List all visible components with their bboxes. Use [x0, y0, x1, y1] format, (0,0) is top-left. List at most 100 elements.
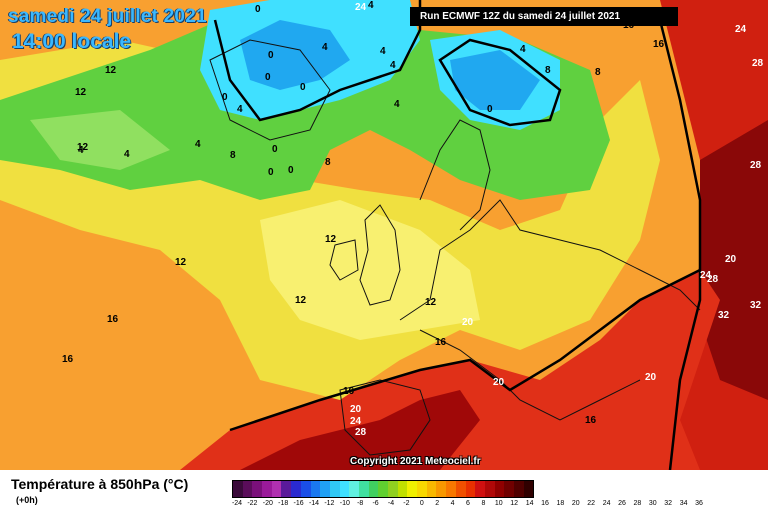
forecast-time: 14:00 locale: [12, 30, 132, 53]
contour-label: 12: [175, 257, 187, 268]
scale-label: -2: [403, 500, 410, 507]
scale-swatch: [455, 481, 466, 497]
contour-label: 0: [300, 82, 306, 93]
contour-label: 4: [78, 145, 84, 156]
scale-swatch: [494, 481, 505, 497]
contour-label: 0: [288, 165, 294, 176]
scale-swatch: [426, 481, 437, 497]
contour-label: 12: [105, 65, 117, 76]
lead-time: (+0h): [16, 495, 38, 505]
scale-label: -22: [247, 500, 258, 507]
scale-swatch: [446, 481, 456, 497]
field-lightgreen: [30, 110, 170, 170]
scale-swatch: [262, 481, 272, 497]
contour-label: 16: [343, 386, 355, 397]
coastline-uk: [359, 204, 401, 306]
contour-label: 0: [268, 50, 274, 61]
scale-label: 20: [571, 500, 580, 507]
scale-swatch: [378, 481, 388, 497]
scale-label: -20: [262, 500, 273, 507]
scale-swatch: [310, 481, 321, 497]
scale-swatch: [397, 481, 408, 497]
field-blue-north: [240, 20, 350, 90]
field-darkred-south: [240, 390, 480, 470]
scale-label: 30: [648, 500, 657, 507]
contour-label: 28: [355, 427, 367, 438]
scale-swatch: [358, 481, 369, 497]
scale-swatch: [281, 481, 292, 497]
contour-label: 12: [75, 87, 87, 98]
contour-label: 28: [750, 160, 762, 171]
variable-title: Température à 850hPa (°C): [11, 476, 189, 492]
field-red-south: [180, 270, 720, 470]
contour-label: 28: [707, 274, 719, 285]
contour-label: 20: [462, 317, 474, 328]
contour-label: 32: [718, 310, 730, 321]
contour-label: 8: [325, 157, 331, 168]
scale-label: 36: [695, 500, 703, 507]
scale-label: -6: [372, 500, 379, 507]
scale-swatch: [242, 481, 253, 497]
scale-label: 18: [556, 500, 565, 507]
scale-label: -12: [324, 500, 335, 507]
field-lightyellow: [260, 200, 480, 340]
contour-label: 16: [435, 337, 447, 348]
contour-label: 12: [425, 297, 437, 308]
scale-label: -18: [278, 500, 289, 507]
isotherm-north: [213, 0, 422, 122]
scale-swatch: [523, 481, 534, 497]
scale-label: 14: [525, 500, 534, 507]
scale-swatch: [475, 481, 485, 497]
scale-label: -24: [231, 500, 243, 507]
scale-swatch: [504, 481, 514, 497]
contour-label: 20: [725, 254, 737, 265]
forecast-date: samedi 24 juillet 2021: [8, 6, 207, 27]
contour-label: 4: [368, 0, 374, 11]
scale-swatch: [436, 481, 447, 497]
scale-label: 8: [481, 500, 486, 507]
scale-swatch: [300, 481, 311, 497]
scale-swatch: [291, 481, 301, 497]
contour-label: 0: [265, 72, 271, 83]
contour-label: 8: [595, 67, 601, 78]
scale-swatch: [368, 481, 379, 497]
scale-label: 6: [466, 500, 470, 507]
scale-swatch: [417, 481, 427, 497]
field-maroon-east: [700, 120, 768, 400]
contour-label: 0: [487, 104, 493, 115]
scale-label: -14: [308, 500, 320, 507]
contour-label: 16: [585, 415, 597, 426]
scale-swatch: [465, 481, 476, 497]
contour-label: 16: [62, 354, 74, 365]
scale-swatch: [388, 481, 398, 497]
scale-label: 4: [450, 500, 455, 507]
temperature-map: 0 0 0 0 0 0 0 0 0 4 4 4 4 4 4 4 4 4 4 8 8 8 8 12 12 12 12 12 12 12 16 1…: [0, 0, 768, 470]
contour-label: 20: [493, 377, 505, 388]
contour-label: 0: [255, 4, 261, 15]
color-scale: [232, 480, 535, 498]
isotherm-south: [229, 268, 701, 432]
scale-label: 32: [664, 500, 673, 507]
scale-label: 24: [602, 500, 611, 507]
field-blue-ne: [450, 50, 540, 110]
contour-label: 4: [322, 42, 328, 53]
contour-label: 20: [350, 404, 362, 415]
scale-label: 10: [494, 500, 503, 507]
legend-footer: Température à 850hPa (°C) (+0h) -24 -22 -2…: [0, 470, 768, 512]
coastline-scandinavia: [419, 119, 491, 231]
isotherm-east: [658, 19, 702, 470]
contour-label: 12: [295, 295, 307, 306]
contour-label: 4: [124, 149, 130, 160]
scale-label: 28: [633, 500, 642, 507]
scale-swatch: [484, 481, 495, 497]
coastline-iberia: [339, 379, 431, 456]
contour-label: 0: [268, 167, 274, 178]
scale-label: -4: [387, 500, 395, 507]
scale-label: -10: [339, 500, 350, 507]
contour-label: 16: [107, 314, 119, 325]
scale-label: 2: [435, 500, 440, 507]
contour-label: 16: [653, 39, 665, 50]
scale-label: 22: [587, 500, 596, 507]
scale-swatch: [271, 481, 282, 497]
